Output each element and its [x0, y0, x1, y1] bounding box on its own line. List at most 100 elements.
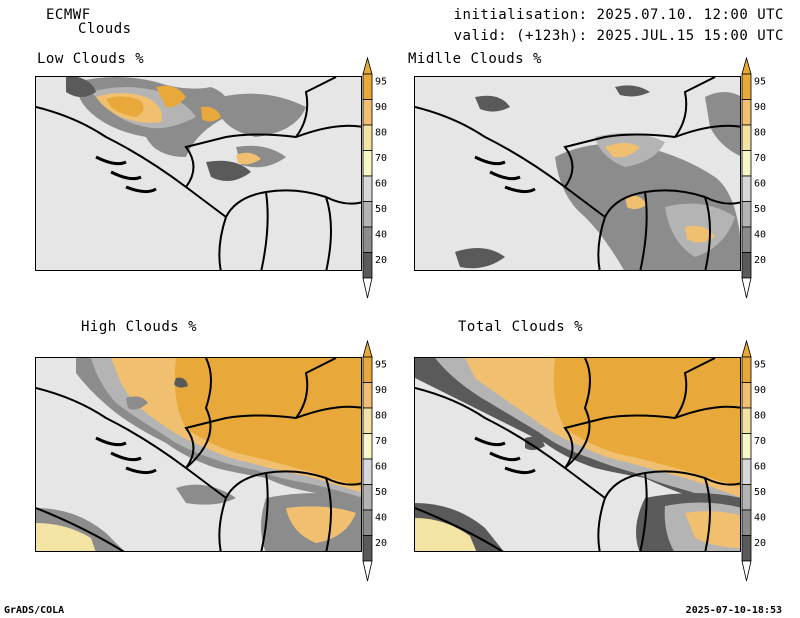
colorbar-tick-label: 40	[754, 513, 766, 524]
colorbar-tick-label: 20	[375, 538, 387, 549]
colorbar-segment	[362, 201, 373, 228]
colorbar-segment	[741, 175, 752, 202]
footer-software: GrADS/COLA	[4, 605, 65, 616]
colorbar-segment	[362, 175, 373, 202]
panel-title-total: Total Clouds %	[458, 319, 584, 335]
colorbar-svg: 95 90 80 70 60 50 40 20	[741, 56, 766, 299]
colorbar-top-arrow	[741, 56, 752, 75]
colorbar-segment	[741, 252, 752, 279]
cloud-field	[415, 358, 740, 551]
colorbar-segment	[741, 535, 752, 562]
colorbar-svg: 95 90 80 70 60 50 40 20	[362, 56, 387, 299]
colorbar-tick-label: 50	[754, 204, 766, 215]
colorbar-tick-label: 20	[375, 255, 387, 266]
colorbar-segment	[362, 382, 373, 409]
colorbar-tick-label: 70	[375, 153, 387, 164]
panel-title-middle: Midlle Clouds %	[408, 51, 542, 67]
country-borders	[36, 77, 361, 270]
colorbar-tick-label: 80	[754, 128, 766, 139]
colorbar-segment	[362, 484, 373, 511]
colorbar-segment	[362, 407, 373, 434]
cloud-field	[66, 77, 306, 181]
map-panel-middle-clouds	[414, 76, 741, 271]
cloud-field	[455, 85, 740, 270]
colorbar-middle: 95 90 80 70 60 50 40 20	[741, 56, 782, 299]
colorbar-segment	[741, 150, 752, 177]
colorbar-segment	[741, 407, 752, 434]
colorbar-tick-label: 80	[375, 411, 387, 422]
colorbar-tick-label: 40	[375, 513, 387, 524]
colorbar-segment	[741, 509, 752, 536]
colorbar-tick-label: 60	[754, 179, 766, 190]
colorbar-tick-label: 70	[754, 436, 766, 447]
colorbar-tick-label: 60	[754, 462, 766, 473]
colorbar-tick-label: 90	[754, 102, 766, 113]
colorbar-segment	[741, 73, 752, 100]
colorbar-segment	[362, 535, 373, 562]
colorbar-segment	[362, 226, 373, 253]
colorbar-tick-label: 50	[754, 487, 766, 498]
colorbar-svg: 95 90 80 70 60 50 40 20	[741, 339, 766, 582]
colorbar-bottom-arrow	[362, 560, 373, 582]
colorbar-segment	[741, 382, 752, 409]
colorbar-tick-label: 95	[375, 360, 387, 371]
colorbar-top-arrow	[362, 339, 373, 358]
colorbar-tick-label: 60	[375, 179, 387, 190]
colorbar-tick-label: 50	[375, 204, 387, 215]
colorbar-bottom-arrow	[362, 277, 373, 299]
country-borders	[415, 358, 740, 551]
colorbar-tick-label: 40	[375, 230, 387, 241]
colorbar-tick-label: 70	[754, 153, 766, 164]
colorbar-tick-label: 90	[754, 385, 766, 396]
colorbar-segment	[741, 458, 752, 485]
colorbar-segment	[362, 150, 373, 177]
colorbar-segment	[741, 99, 752, 126]
colorbar-total: 95 90 80 70 60 50 40 20	[741, 339, 782, 582]
colorbar-tick-label: 50	[375, 487, 387, 498]
panel-title-high: High Clouds %	[81, 319, 198, 335]
init-time: initialisation: 2025.07.10. 12:00 UTC	[453, 7, 784, 23]
colorbar-segment	[362, 124, 373, 151]
colorbar-tick-label: 80	[754, 411, 766, 422]
colorbar-tick-label: 20	[754, 538, 766, 549]
colorbar-high: 95 90 80 70 60 50 40 20	[362, 339, 403, 582]
colorbar-tick-label: 95	[754, 360, 766, 371]
colorbar-bottom-arrow	[741, 277, 752, 299]
colorbar-segment	[362, 356, 373, 383]
colorbar-segment	[741, 433, 752, 460]
colorbar-tick-label: 95	[375, 77, 387, 88]
colorbar-segment	[741, 484, 752, 511]
country-borders	[36, 358, 361, 551]
colorbar-tick-label: 80	[375, 128, 387, 139]
map-panel-low-clouds	[35, 76, 362, 271]
footer-timestamp: 2025-07-10-18:53	[685, 605, 782, 616]
colorbar-tick-label: 95	[754, 77, 766, 88]
colorbar-tick-label: 90	[375, 385, 387, 396]
colorbar-segment	[362, 252, 373, 279]
colorbar-tick-label: 70	[375, 436, 387, 447]
colorbar-segment	[362, 509, 373, 536]
colorbar-tick-label: 60	[375, 462, 387, 473]
colorbar-bottom-arrow	[741, 560, 752, 582]
country-borders	[415, 77, 740, 270]
panel-title-low: Low Clouds %	[37, 51, 145, 67]
map-panel-total-clouds	[414, 357, 741, 552]
colorbar-segment	[362, 99, 373, 126]
colorbar-segment	[362, 73, 373, 100]
model-name: ECMWF	[46, 7, 91, 23]
colorbar-segment	[741, 124, 752, 151]
colorbar-segment	[741, 201, 752, 228]
valid-time: valid: (+123h): 2025.JUL.15 15:00 UTC	[453, 28, 784, 44]
colorbar-low: 95 90 80 70 60 50 40 20	[362, 56, 403, 299]
colorbar-tick-label: 90	[375, 102, 387, 113]
colorbar-top-arrow	[362, 56, 373, 75]
product-name: Clouds	[78, 21, 132, 37]
colorbar-top-arrow	[741, 339, 752, 358]
colorbar-svg: 95 90 80 70 60 50 40 20	[362, 339, 387, 582]
colorbar-segment	[362, 433, 373, 460]
colorbar-segment	[362, 458, 373, 485]
colorbar-tick-label: 40	[754, 230, 766, 241]
cloud-field	[36, 358, 361, 551]
colorbar-segment	[741, 226, 752, 253]
colorbar-segment	[741, 356, 752, 383]
